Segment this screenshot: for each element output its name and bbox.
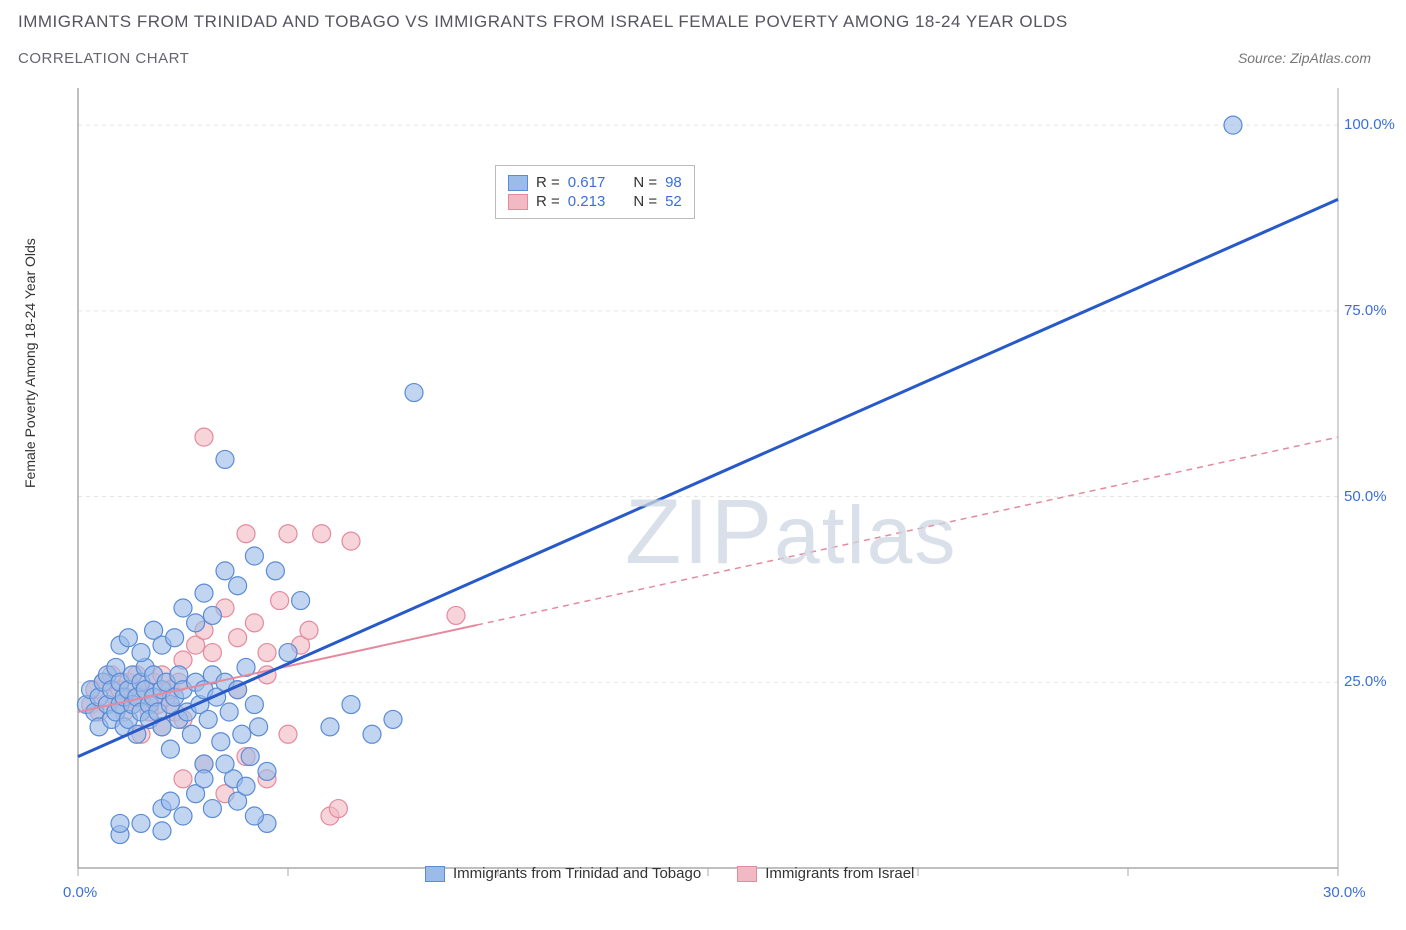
y-tick-label: 25.0% xyxy=(1344,673,1387,690)
chart-title: IMMIGRANTS FROM TRINIDAD AND TOBAGO VS I… xyxy=(18,12,1068,32)
n-value-trinidad: 98 xyxy=(665,174,682,191)
chart-area: Female Poverty Among 18-24 Year Olds ZIP… xyxy=(50,80,1380,890)
watermark: ZIPatlas xyxy=(625,480,957,585)
y-tick-label: 100.0% xyxy=(1344,116,1395,133)
r-value-israel: 0.213 xyxy=(568,193,606,210)
source-attribution: Source: ZipAtlas.com xyxy=(1238,50,1371,66)
r-label: R = xyxy=(536,193,560,210)
n-label: N = xyxy=(633,174,657,191)
legend-swatch-israel xyxy=(737,866,757,882)
bottom-legend-trinidad: Immigrants from Trinidad and Tobago xyxy=(425,865,701,882)
legend-swatch-trinidad xyxy=(425,866,445,882)
watermark-zip: ZIP xyxy=(625,481,774,583)
legend-swatch-trinidad xyxy=(508,175,528,191)
n-value-israel: 52 xyxy=(665,193,682,210)
y-tick-label: 75.0% xyxy=(1344,302,1387,319)
bottom-legend-israel: Immigrants from Israel xyxy=(737,865,914,882)
watermark-atlas: atlas xyxy=(774,490,957,581)
legend-label-trinidad: Immigrants from Trinidad and Tobago xyxy=(453,865,701,882)
r-label: R = xyxy=(536,174,560,191)
correlation-row-2: R = 0.213 N = 52 xyxy=(508,193,682,210)
n-label: N = xyxy=(633,193,657,210)
y-axis-label: Female Poverty Among 18-24 Year Olds xyxy=(22,238,38,488)
legend-label-israel: Immigrants from Israel xyxy=(765,865,914,882)
chart-subtitle: CORRELATION CHART xyxy=(18,50,189,67)
bottom-legend: Immigrants from Trinidad and Tobago Immi… xyxy=(425,865,914,882)
r-value-trinidad: 0.617 xyxy=(568,174,606,191)
x-tick-label: 0.0% xyxy=(63,884,97,901)
legend-swatch-israel xyxy=(508,194,528,210)
x-tick-label: 30.0% xyxy=(1323,884,1366,901)
correlation-row-1: R = 0.617 N = 98 xyxy=(508,174,682,191)
y-tick-label: 50.0% xyxy=(1344,488,1387,505)
correlation-legend: R = 0.617 N = 98 R = 0.213 N = 52 xyxy=(495,165,695,219)
